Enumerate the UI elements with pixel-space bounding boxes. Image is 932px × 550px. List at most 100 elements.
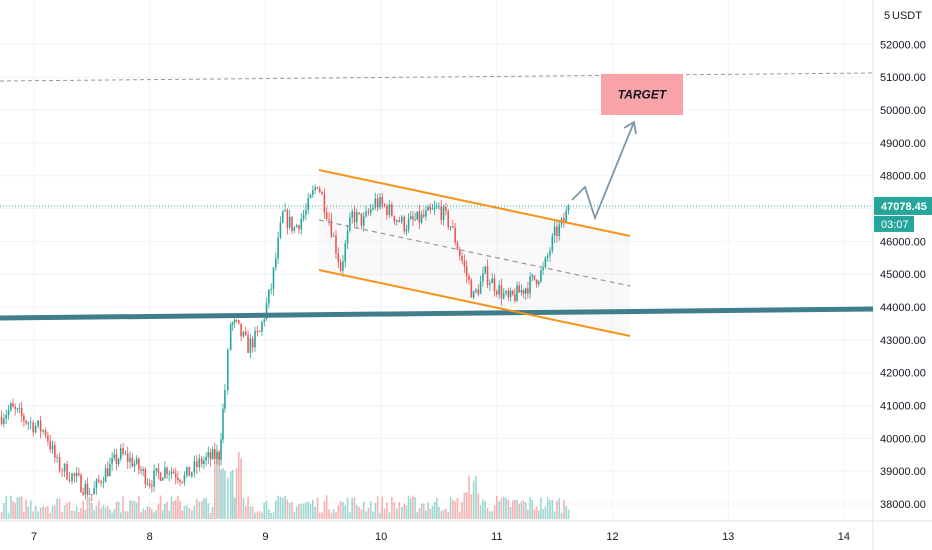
volume-bar — [102, 505, 105, 519]
volume-bar — [203, 498, 205, 519]
candle-body — [518, 285, 521, 293]
candle-body — [174, 473, 177, 478]
volume-bar — [381, 496, 384, 519]
volume-bar — [115, 501, 118, 519]
candle-body — [349, 217, 351, 231]
volume-bar — [106, 505, 109, 519]
candle-body — [524, 288, 527, 294]
volume-bar — [66, 502, 68, 519]
volume-bar — [440, 510, 443, 519]
volume-bar — [188, 508, 191, 519]
volume-bar — [502, 496, 505, 519]
candle-body — [191, 472, 193, 477]
candle-body — [288, 216, 291, 228]
last-price-tag — [874, 196, 932, 215]
candle-body — [305, 209, 307, 215]
candle-body — [537, 281, 540, 285]
candle-body — [396, 220, 398, 222]
projection-path — [571, 121, 635, 221]
candle-body — [328, 218, 330, 221]
volume-bar — [516, 499, 518, 519]
candle-body — [157, 468, 160, 473]
volume-bar — [302, 503, 305, 519]
volume-bar — [168, 510, 171, 519]
volume-bar — [186, 504, 188, 519]
volume-bar — [148, 507, 151, 519]
candle-body — [93, 487, 95, 495]
volume-bar — [305, 502, 307, 519]
volume-bar — [493, 505, 496, 519]
candle-body — [321, 191, 323, 195]
candle-body — [376, 198, 379, 208]
volume-bar — [486, 508, 489, 519]
candle-body — [27, 423, 30, 424]
candle-body — [151, 485, 153, 487]
volume-bar — [558, 498, 561, 519]
candle-body — [237, 320, 240, 324]
candle-body — [124, 453, 127, 455]
volume-bar — [7, 512, 10, 519]
volume-bar — [509, 507, 512, 519]
target-box — [601, 73, 683, 115]
volume-bar — [144, 510, 147, 519]
price-tick-label: 51000.00 — [880, 72, 926, 84]
volume-bar — [470, 494, 473, 519]
volume-bar — [330, 512, 333, 519]
candle-body — [3, 418, 5, 424]
time-tick-label: 14 — [838, 531, 850, 543]
candle-body — [133, 463, 136, 467]
candle-body — [498, 285, 500, 295]
volume-bar — [119, 512, 122, 519]
candle-body — [261, 322, 263, 332]
candle-body — [44, 430, 47, 436]
candle-body — [102, 482, 105, 484]
volume-bar — [244, 506, 247, 519]
volume-bar — [58, 498, 61, 519]
volume-bar — [362, 501, 365, 519]
candle-body — [298, 225, 300, 230]
volume-bar — [205, 497, 207, 519]
candle-body — [388, 204, 391, 216]
candle-body — [111, 458, 113, 464]
candle-body — [456, 242, 459, 250]
volume-bar — [293, 511, 296, 519]
time-axis[interactable]: 7 8 9 10 11 12 13 14 — [31, 531, 850, 543]
volume-bar — [398, 501, 401, 519]
price-axis[interactable]: 38000.00 39000.00 40000.00 41000.00 42000.00… — [874, 39, 932, 511]
volume-bar — [133, 500, 136, 519]
volume-bar — [207, 503, 210, 519]
volume-bar — [376, 496, 379, 519]
candle-body — [226, 349, 229, 391]
volume-bar — [379, 512, 381, 519]
volume-bar — [291, 501, 293, 519]
candle-body — [66, 463, 68, 480]
candle-body — [272, 267, 275, 289]
candle-body — [42, 430, 44, 432]
volume-bar — [131, 500, 134, 519]
volume-bar — [277, 495, 279, 519]
candle-body — [429, 206, 432, 210]
candle-body — [23, 415, 25, 421]
candle-body — [505, 291, 507, 294]
candle-body — [71, 473, 73, 482]
volume-bar — [226, 477, 229, 519]
currency-label[interactable]: USDT — [892, 10, 922, 22]
candle-body — [449, 226, 452, 227]
price-tick-label: 42000.00 — [880, 368, 926, 380]
resistance-line — [0, 72, 874, 82]
candle-body — [207, 452, 210, 457]
volume-bar — [174, 499, 177, 519]
scale-menu[interactable]: 5 — [884, 10, 890, 22]
candle-body — [454, 227, 456, 243]
volume-bar — [181, 510, 184, 519]
candle-body — [465, 266, 468, 277]
candle-body — [104, 468, 107, 483]
candle-body — [400, 216, 403, 222]
candle-body — [256, 330, 259, 332]
volume-bar — [365, 511, 367, 519]
volume-bar — [261, 512, 263, 519]
volume-bar — [438, 506, 440, 519]
price-tick-label: 41000.00 — [880, 401, 926, 413]
candle-body — [302, 214, 305, 219]
